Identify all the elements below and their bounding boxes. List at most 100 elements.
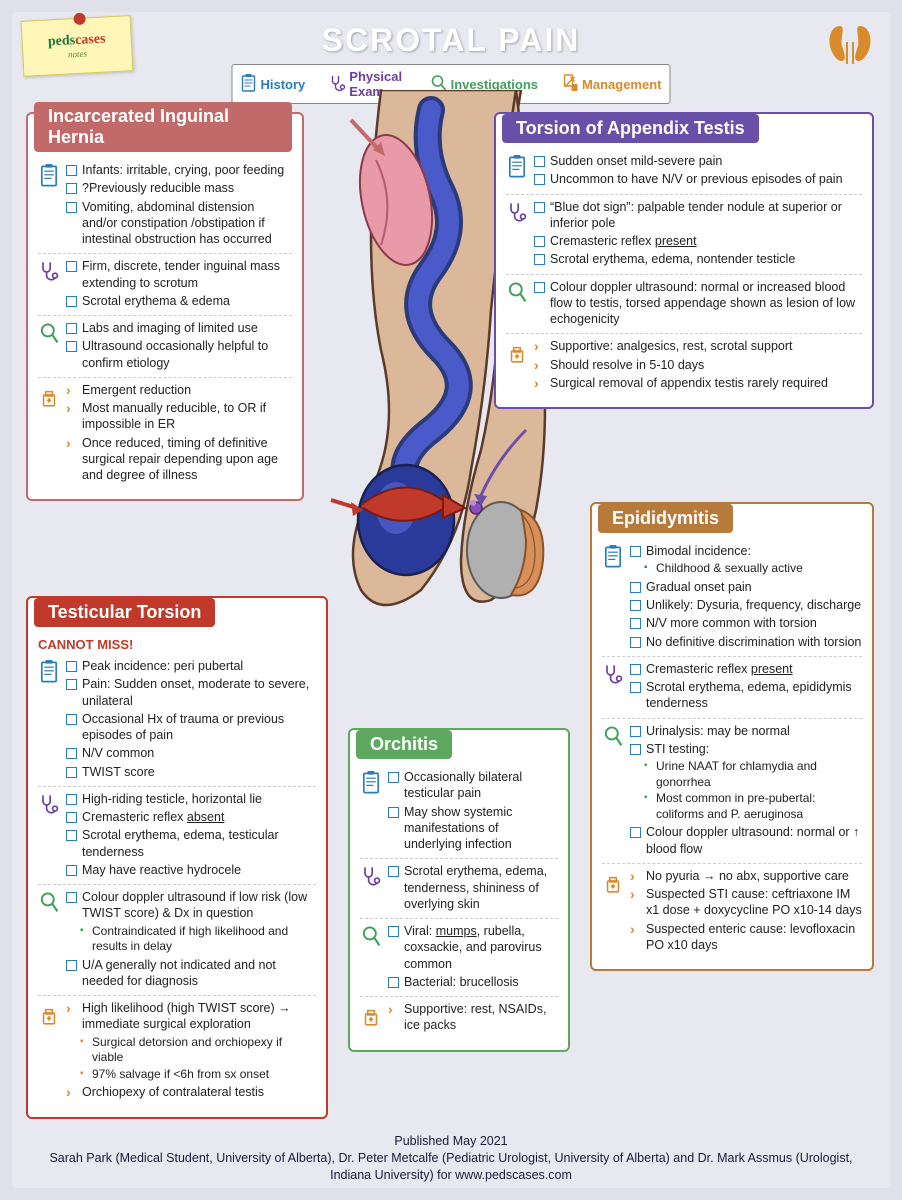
card-title: Testicular Torsion xyxy=(34,598,215,627)
item: Firm, discrete, tender inguinal mass ext… xyxy=(66,258,292,291)
item: STI testing: xyxy=(630,741,862,757)
page-root: pedscases notes SCROTAL PAIN History xyxy=(0,0,902,1200)
card-title: Incarcerated Inguinal Hernia xyxy=(34,102,292,152)
item: Occasional Hx of trauma or previous epis… xyxy=(66,711,316,744)
item: Cremasteric reflex absent xyxy=(66,809,316,825)
section-mgmt: Supportive: analgesics, rest, scrotal su… xyxy=(506,333,862,397)
item: Supportive: rest, NSAIDs, ice packs xyxy=(388,1001,558,1034)
section-invest: Colour doppler ultrasound if low risk (l… xyxy=(38,884,316,995)
legend-history: History xyxy=(241,69,306,99)
stethoscope-icon xyxy=(38,258,60,284)
item: Orchiopexy of contralateral testis xyxy=(66,1084,316,1100)
rx-icon xyxy=(602,868,624,894)
item: Pain: Sudden onset, moderate to severe, … xyxy=(66,676,316,709)
section-history: Infants: irritable, crying, poor feeding… xyxy=(38,158,292,253)
item: Gradual onset pain xyxy=(630,579,862,595)
section-pe: “Blue dot sign”: palpable tender nodule … xyxy=(506,194,862,274)
card-subhead: CANNOT MISS! xyxy=(38,637,316,652)
sub-item: Most common in pre-pubertal: coliforms a… xyxy=(644,791,862,822)
item: Surgical removal of appendix testis rare… xyxy=(534,375,862,391)
item: Suspected STI cause: ceftriaxone IM x1 d… xyxy=(630,886,862,919)
item: Sudden onset mild-severe pain xyxy=(534,153,862,169)
rx-icon xyxy=(506,338,528,364)
item: High likelihood (high TWIST score) → imm… xyxy=(66,1000,316,1033)
section-invest: Labs and imaging of limited useUltrasoun… xyxy=(38,315,292,377)
item: “Blue dot sign”: palpable tender nodule … xyxy=(534,199,862,232)
clipboard-icon xyxy=(38,162,60,188)
clipboard-icon xyxy=(506,153,528,179)
item: Scrotal erythema, edema, nontender testi… xyxy=(534,251,862,267)
item: Scrotal erythema, edema, testicular tend… xyxy=(66,827,316,860)
item: May have reactive hydrocele xyxy=(66,862,316,878)
magnifier-icon xyxy=(38,889,60,915)
sub-item: Surgical detorsion and orchiopexy if via… xyxy=(80,1035,316,1066)
section-invest: Urinalysis: may be normal STI testing: Uri… xyxy=(602,718,862,863)
sub-item: Contraindicated if high likelihood and r… xyxy=(80,924,316,955)
section-pe: Scrotal erythema, edema, tenderness, shi… xyxy=(360,858,558,918)
item: Should resolve in 5-10 days xyxy=(534,357,862,373)
rx-icon xyxy=(38,1000,60,1026)
magnifier-icon xyxy=(360,923,382,949)
item: Viral: mumps, rubella, coxsackie, and pa… xyxy=(388,923,558,972)
item: Unlikely: Dysuria, frequency, discharge xyxy=(630,597,862,613)
section-mgmt: Emergent reduction Most manually reducibl… xyxy=(38,377,292,490)
card-orchitis: Orchitis.card[data-name="card-orchitis"]… xyxy=(348,728,570,1052)
item: Colour doppler ultrasound if low risk (l… xyxy=(66,889,316,922)
clipboard-icon xyxy=(241,74,257,95)
card-tat: Torsion of Appendix Testis.card[data-nam… xyxy=(494,112,874,409)
section-history: Sudden onset mild-severe pain Uncommon to… xyxy=(506,149,862,194)
stethoscope-icon xyxy=(506,199,528,225)
item: Scrotal erythema, edema, tenderness, shi… xyxy=(388,863,558,912)
section-invest: Colour doppler ultrasound: normal or inc… xyxy=(506,274,862,334)
item: Colour doppler ultrasound: normal or ↑ b… xyxy=(630,824,862,857)
item: Emergent reduction xyxy=(66,382,292,398)
item: Urinalysis: may be normal xyxy=(630,723,862,739)
footer: Published May 2021 Sarah Park (Medical S… xyxy=(12,1133,890,1184)
page-title: SCROTAL PAIN xyxy=(12,22,890,59)
item: May show systemic manifestations of unde… xyxy=(388,804,558,853)
magnifier-icon xyxy=(506,279,528,305)
card-torsion: Testicular TorsionCANNOT MISS!.card[data… xyxy=(26,596,328,1119)
section-mgmt: High likelihood (high TWIST score) → imm… xyxy=(38,995,316,1107)
section-invest: Viral: mumps, rubella, coxsackie, and pa… xyxy=(360,918,558,996)
card-epid: Epididymitis.card[data-name="card-epid"]… xyxy=(590,502,874,971)
sub-item: 97% salvage if <6h from sx onset xyxy=(80,1067,316,1083)
section-mgmt: No pyuria → no abx, supportive care Suspe… xyxy=(602,863,862,959)
item: Suspected enteric cause: levofloxacin PO… xyxy=(630,921,862,954)
item: Most manually reducible, to OR if imposs… xyxy=(66,400,292,433)
item: Bimodal incidence: xyxy=(630,543,862,559)
clipboard-icon xyxy=(38,658,60,684)
item: N/V common xyxy=(66,745,316,761)
item: Uncommon to have N/V or previous episode… xyxy=(534,171,862,187)
item: Cremasteric reflex present xyxy=(534,233,862,249)
section-pe: High-riding testicle, horizontal lie Crem… xyxy=(38,786,316,884)
item: Supportive: analgesics, rest, scrotal su… xyxy=(534,338,862,354)
card-title: Epididymitis xyxy=(598,504,733,533)
section-history: Peak incidence: peri pubertal Pain: Sudde… xyxy=(38,654,316,786)
item: Cremasteric reflex present xyxy=(630,661,862,677)
item: Occasionally bilateral testicular pain xyxy=(388,769,558,802)
item: No pyuria → no abx, supportive care xyxy=(630,868,862,884)
magnifier-icon xyxy=(38,320,60,346)
card-title: Orchitis xyxy=(356,730,452,759)
page-inner: pedscases notes SCROTAL PAIN History xyxy=(12,12,890,1188)
rx-icon xyxy=(38,382,60,408)
footer-authors: Sarah Park (Medical Student, University … xyxy=(32,1150,870,1184)
legend-history-label: History xyxy=(261,77,306,92)
item: Colour doppler ultrasound: normal or inc… xyxy=(534,279,862,328)
section-pe: Firm, discrete, tender inguinal mass ext… xyxy=(38,253,292,315)
item: High-riding testicle, horizontal lie xyxy=(66,791,316,807)
item: Scrotal erythema, edema, epididymis tend… xyxy=(630,679,862,712)
item: Scrotal erythema & edema xyxy=(66,293,292,309)
card-title: Torsion of Appendix Testis xyxy=(502,114,759,143)
item: Peak incidence: peri pubertal xyxy=(66,658,316,674)
clipboard-icon xyxy=(360,769,382,795)
section-mgmt: Supportive: rest, NSAIDs, ice packs xyxy=(360,996,558,1040)
item: Infants: irritable, crying, poor feeding xyxy=(66,162,292,178)
footer-published: Published May 2021 xyxy=(32,1133,870,1150)
stethoscope-icon xyxy=(602,661,624,687)
section-history: Bimodal incidence:Childhood & sexually a… xyxy=(602,539,862,656)
item: Ultrasound occasionally helpful to confi… xyxy=(66,338,292,371)
item: U/A generally not indicated and not need… xyxy=(66,957,316,990)
sub-item: Urine NAAT for chlamydia and gonorrhea xyxy=(644,759,862,790)
